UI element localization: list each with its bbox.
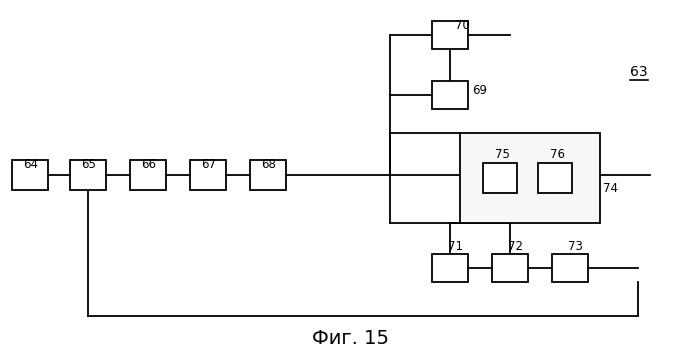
Bar	[483, 163, 517, 193]
Bar	[432, 254, 468, 282]
Bar	[70, 160, 106, 190]
Bar	[538, 163, 572, 193]
Text: 69: 69	[472, 84, 487, 97]
Text: 76: 76	[550, 148, 565, 161]
Bar	[552, 254, 588, 282]
Text: Фиг. 15: Фиг. 15	[312, 329, 389, 348]
Bar	[460, 133, 600, 223]
Bar	[492, 254, 528, 282]
Text: 75: 75	[495, 148, 510, 161]
Bar	[130, 160, 166, 190]
Text: 70: 70	[455, 19, 470, 32]
Bar	[250, 160, 286, 190]
Text: 63: 63	[630, 65, 648, 79]
Text: 71: 71	[448, 240, 463, 253]
Bar	[432, 81, 468, 109]
Text: 65: 65	[81, 158, 96, 171]
Bar	[432, 21, 468, 49]
Bar	[190, 160, 226, 190]
Text: 72: 72	[508, 240, 523, 253]
Bar	[12, 160, 48, 190]
Text: 67: 67	[201, 158, 216, 171]
Text: 73: 73	[568, 240, 583, 253]
Text: 64: 64	[23, 158, 38, 171]
Text: 68: 68	[261, 158, 276, 171]
Text: 66: 66	[141, 158, 156, 171]
Text: 74: 74	[603, 182, 618, 195]
